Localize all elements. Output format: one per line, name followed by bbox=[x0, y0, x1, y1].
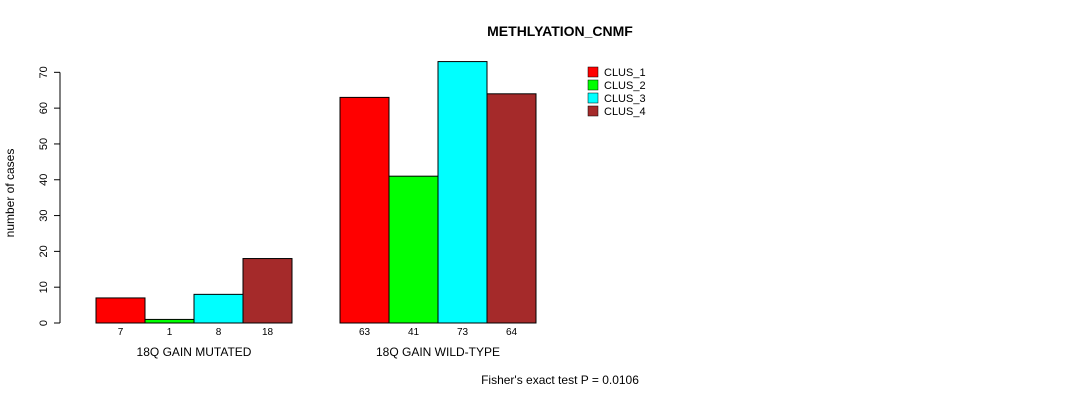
y-tick-label: 70 bbox=[38, 66, 50, 78]
y-tick-label: 10 bbox=[38, 281, 50, 293]
bar-value-label: 73 bbox=[457, 327, 469, 338]
group-label: 18Q GAIN MUTATED bbox=[137, 345, 252, 359]
y-tick-label: 20 bbox=[38, 245, 50, 257]
bar-clus-4-group-1 bbox=[242, 258, 293, 324]
y-tick-label: 40 bbox=[38, 174, 50, 186]
bar-value-label: 63 bbox=[359, 327, 371, 338]
bar-value-labels: 7 1 8 18 63 41 73 64 bbox=[118, 327, 518, 338]
chart-title: METHLYATION_CNMF bbox=[487, 23, 633, 39]
bar-clus-1-group-2 bbox=[339, 96, 390, 324]
bar-clus-3-group-1 bbox=[193, 293, 244, 324]
legend-label: CLUS_1 bbox=[604, 67, 646, 79]
y-tick-label: 30 bbox=[38, 209, 50, 221]
legend-label: CLUS_4 bbox=[604, 106, 646, 118]
bar-value-label: 1 bbox=[167, 327, 173, 338]
legend-swatch bbox=[587, 79, 599, 91]
y-axis-title: number of cases bbox=[3, 149, 17, 238]
bar-clus-2-group-2 bbox=[388, 175, 439, 324]
bar-value-label: 7 bbox=[118, 327, 124, 338]
bar-value-label: 41 bbox=[408, 327, 420, 338]
group-labels: 18Q GAIN MUTATED 18Q GAIN WILD-TYPE bbox=[137, 345, 500, 359]
y-tick-label: 50 bbox=[38, 138, 50, 150]
y-tick-label: 60 bbox=[38, 102, 50, 114]
fisher-test-footnote: Fisher's exact test P = 0.0106 bbox=[481, 373, 639, 387]
legend-label: CLUS_2 bbox=[604, 80, 646, 92]
bar-clus-4-group-2 bbox=[486, 93, 537, 324]
y-axis: 0 10 20 30 40 50 60 70 bbox=[38, 66, 61, 326]
bar-clus-1-group-1 bbox=[95, 297, 146, 324]
legend-swatch bbox=[587, 105, 599, 117]
legend-label: CLUS_3 bbox=[604, 93, 646, 105]
bar-value-label: 18 bbox=[262, 327, 274, 338]
bar-clus-2-group-1 bbox=[144, 318, 195, 324]
bar-clus-3-group-2 bbox=[437, 61, 488, 324]
bars bbox=[95, 61, 537, 324]
legend-swatch bbox=[587, 92, 599, 104]
y-tick-label: 0 bbox=[38, 320, 50, 326]
bar-value-label: 64 bbox=[506, 327, 518, 338]
bar-value-label: 8 bbox=[216, 327, 222, 338]
legend-swatch bbox=[587, 66, 599, 78]
group-label: 18Q GAIN WILD-TYPE bbox=[376, 345, 500, 359]
